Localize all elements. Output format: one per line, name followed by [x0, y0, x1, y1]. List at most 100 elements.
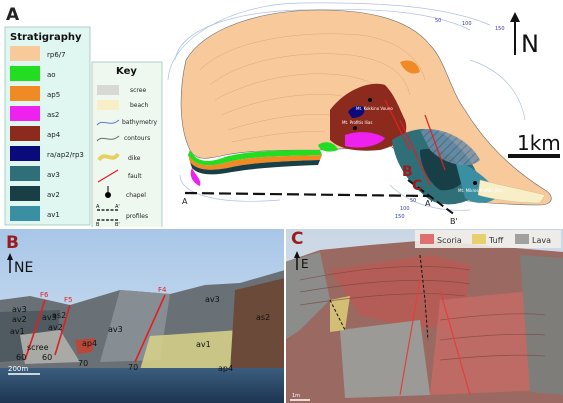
stratigraphy-label: as2 [47, 111, 59, 119]
key-title: Key [116, 66, 137, 77]
fault-label-b: F5 [64, 296, 72, 304]
legend-c-tuff-swatch [472, 234, 486, 244]
cliff-b-red [75, 338, 95, 354]
key-profiles-icon: A A' B B' [96, 204, 120, 228]
stratigraphy-swatch [10, 186, 40, 201]
scale-bar-c: 1m [290, 393, 310, 401]
scale-bar: 1km [508, 131, 561, 158]
panel-a: A [4, 2, 561, 229]
unit-label-b: av2 [12, 315, 27, 324]
sea-b [0, 368, 285, 403]
key-profile-mark: A [96, 204, 100, 210]
contacts-c [329, 254, 429, 341]
scale-bar-b: 200m [8, 365, 40, 375]
chapel-3-label: Mt. Mikros Profitis Ilias [458, 188, 503, 193]
panel-a-letter: A [6, 5, 20, 25]
stratigraphy-label: ra/ap2/rp3 [47, 151, 84, 159]
key-contours-label: contours [124, 135, 150, 142]
key-chapel-label: chapel [126, 192, 146, 199]
fault-label-b: F6 [40, 291, 49, 299]
legend-c-scoria-label: Scoria [437, 236, 462, 245]
e-arrow: E [294, 251, 309, 271]
key-contours-line [96, 135, 120, 142]
north-arrow: N [510, 12, 539, 58]
key-fault-line [97, 169, 119, 183]
key-chapel-icon [105, 186, 111, 198]
map-faults [384, 99, 446, 186]
stratigraphy-label: av1 [47, 211, 60, 219]
key-fault-label: fault [128, 173, 142, 180]
bathymetry-labels: 50 100 150 50 100 150 [395, 18, 505, 220]
scale-label: 1km [517, 131, 561, 155]
legend-c-lava-label: Lava [532, 236, 551, 245]
faults-c [399, 279, 471, 396]
unit-label-b: scree [27, 343, 49, 352]
scale-b-label: 200m [8, 365, 28, 373]
unit-labels-b: av3 av2 av1 av3 as2 av2 av3 ap4 av1 as2 … [10, 305, 270, 373]
profile-a: A A' [182, 191, 433, 208]
legend-c-lava-swatch [515, 234, 529, 244]
stratigraphy-title: Stratigraphy [10, 32, 82, 43]
key-beach-swatch [97, 100, 119, 110]
bathymetry-lines [167, 2, 526, 211]
panel-c-letter: C [291, 229, 303, 249]
beach-area [477, 179, 546, 204]
marker-b: B [402, 164, 413, 180]
north-label: N [521, 30, 539, 58]
stratigraphy-swatch [10, 106, 40, 121]
key-profile-mark: B [96, 222, 100, 228]
dip-label-b: 70 [78, 359, 88, 368]
stratigraphy-swatch [10, 166, 40, 181]
chapel-2: Mt. Profitis Ilias [342, 120, 372, 130]
profile-b: B' [407, 179, 458, 226]
key-profile-mark: B' [115, 222, 120, 228]
stratigraphy-swatch [10, 46, 40, 61]
unit-ra-ap2-rp3 [348, 105, 365, 118]
cliff-c-tuff [330, 296, 350, 332]
chapel-2-label: Mt. Profitis Ilias [342, 120, 372, 125]
unit-label-b: as2 [52, 311, 66, 320]
panel-b: F6 F5 F4 av3 av2 av1 av3 as2 av2 av3 ap4… [0, 228, 285, 403]
unit-as2-central [345, 132, 385, 148]
stratigraphy-swatch [10, 86, 40, 101]
bathy-label: 50 [435, 18, 441, 24]
key-bathymetry-label: bathymetry [122, 119, 158, 126]
dip-labels-b: 60 60 70 70 [16, 353, 138, 372]
chapel-1-label: Mt. Kokkino Vouno [356, 106, 393, 111]
stratigraphy-swatch [10, 146, 40, 161]
fault-labels-b: F6 F5 F4 [40, 286, 167, 304]
direction-b-label: NE [14, 260, 33, 276]
unit-ao-central [318, 142, 338, 152]
stratigraphy-swatch [10, 206, 40, 221]
legend-c-scoria-swatch [420, 234, 434, 244]
unit-as2-spot [190, 168, 201, 186]
key-legend: Key scree beach bathymetry contours dike… [91, 61, 163, 229]
unit-label-b: av2 [48, 323, 63, 332]
panel-b-letter: B [6, 233, 19, 253]
key-profiles-label: profiles [126, 213, 148, 220]
key-beach-label: beach [130, 102, 148, 109]
unit-label-b: av3 [12, 305, 27, 314]
key-bathymetry-line [96, 119, 120, 126]
bathy-label: 100 [400, 206, 410, 212]
unit-av2-strip [190, 160, 320, 175]
unit-ap5-strip [188, 155, 322, 170]
bathy-label: 150 [395, 214, 405, 220]
unit-label-b: av1 [196, 340, 211, 349]
scale-c-label: 1m [292, 393, 300, 399]
ne-arrow: NE [7, 253, 33, 276]
cliff-c-red-right [430, 290, 545, 395]
cliff-c-grey-mid [340, 320, 430, 398]
stratigraphy-label: ao [47, 71, 56, 79]
fault-label-b: F4 [158, 286, 167, 294]
stratigraphy-label: ap5 [47, 91, 60, 99]
unit-label-b: av3 [42, 313, 57, 322]
profile-b-end-label: B' [450, 217, 458, 226]
bathy-label: 100 [462, 21, 472, 27]
unit-label-b: av1 [10, 327, 25, 336]
profile-a-start-label: A [182, 197, 188, 206]
unit-ap5-north [400, 60, 420, 74]
stratigraphy-label: rp6/7 [47, 51, 66, 59]
unit-ao-strip [188, 150, 322, 166]
